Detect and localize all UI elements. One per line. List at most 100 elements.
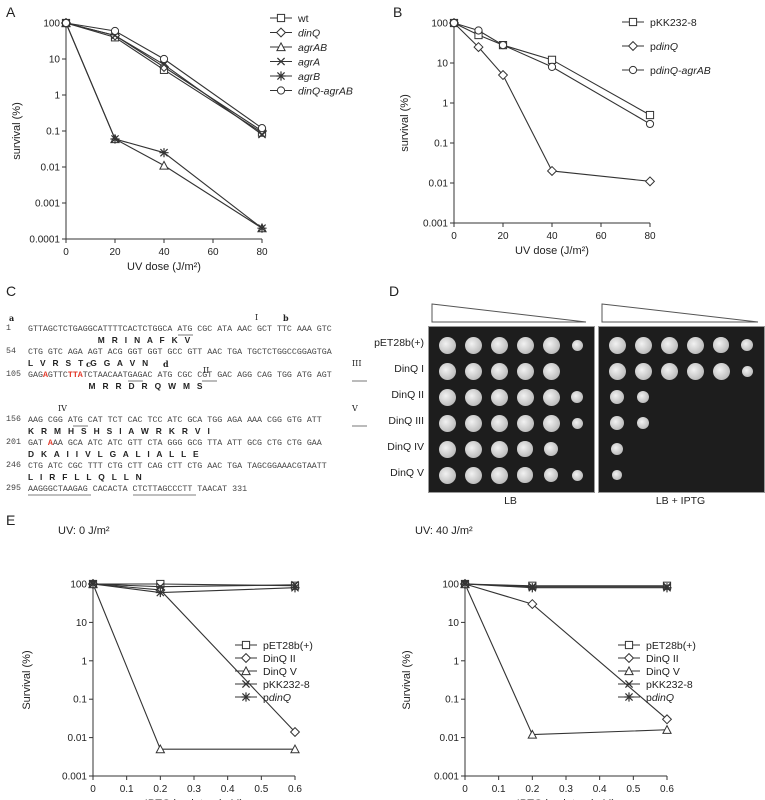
- plate-row-label: DinQ I: [394, 363, 424, 375]
- series-line: [65, 22, 263, 135]
- y-tick-label: 1: [442, 99, 448, 110]
- legend-marker: [624, 692, 634, 702]
- marker-II: II: [203, 366, 210, 375]
- x-tick-label: 0.6: [660, 784, 674, 795]
- y-tick-label: 0.1: [434, 139, 448, 150]
- colony-spot: [490, 336, 508, 354]
- y-tick-label: 0.01: [41, 163, 61, 174]
- data-point: [290, 743, 300, 754]
- series-agrB: [61, 18, 267, 233]
- series-pdinQ-agrAB: [449, 18, 655, 129]
- data-point: [498, 41, 508, 50]
- colony-spot: [686, 336, 704, 354]
- series-wt: [61, 18, 267, 137]
- colony-spot: [438, 466, 456, 484]
- data-point: [156, 582, 165, 591]
- x-tick-label: 0: [462, 784, 468, 795]
- x-axis-label: IPTG in plates (mM): [517, 798, 615, 800]
- legend-marker: [624, 640, 634, 650]
- marker-d: d: [163, 359, 169, 369]
- data-point: [159, 54, 169, 64]
- colony-spot: [438, 414, 456, 432]
- colony-spot: [542, 362, 560, 380]
- legend-marker: [241, 665, 251, 676]
- legend-label: pKK232-8: [650, 17, 697, 29]
- series-line: [65, 22, 263, 134]
- seq-line-protein: M R I N A F K V: [28, 335, 191, 345]
- seq-line-number: 156: [6, 415, 21, 424]
- legend-label: wt: [297, 13, 309, 25]
- legend-label: DinQ V: [646, 666, 680, 678]
- data-point: [257, 124, 267, 133]
- y-tick-label: 10: [49, 55, 61, 66]
- colony-spot: [490, 466, 508, 484]
- data-point: [547, 62, 557, 71]
- legend-marker: [275, 27, 287, 38]
- legend-label: dinQ: [298, 28, 320, 40]
- marker-IV: IV: [58, 404, 67, 413]
- seq-line-number: 105: [6, 370, 21, 379]
- y-tick-label: 1: [54, 91, 60, 102]
- y-axis-label: Survival (%): [21, 650, 33, 709]
- data-point: [661, 714, 673, 725]
- colony-spot: [517, 467, 533, 483]
- series-pdinQ: [448, 17, 656, 187]
- y-tick-label: 1: [453, 656, 459, 667]
- colony-spot: [490, 362, 508, 380]
- data-point: [547, 55, 557, 64]
- x-tick-label: 0.4: [593, 784, 607, 795]
- data-point: [88, 579, 98, 589]
- legend-marker: [241, 679, 251, 689]
- legend-label: pKK232-8: [646, 679, 693, 691]
- seq-line-number: 295: [6, 484, 21, 493]
- colony-spot: [571, 469, 583, 481]
- data-point: [61, 18, 71, 28]
- data-point: [460, 579, 470, 589]
- colony-spot: [686, 362, 704, 380]
- y-tick-label: 100: [442, 580, 459, 591]
- y-tick-label: 0.001: [35, 199, 60, 210]
- legend-marker: [627, 40, 639, 52]
- series-DinQ II: [459, 578, 673, 725]
- legend-label: agrAB: [298, 42, 327, 54]
- data-point: [546, 165, 558, 177]
- colony-spot: [544, 442, 558, 456]
- seq-line-number: 201: [6, 438, 21, 447]
- legend-marker: [276, 71, 286, 81]
- legend-marker: [241, 640, 251, 650]
- seq-line-protein: L I R F L L Q L L N: [28, 472, 142, 482]
- data-point: [473, 41, 484, 53]
- y-tick-label: 0.01: [440, 733, 460, 744]
- colony-spot: [610, 442, 624, 456]
- legend-label: agrB: [298, 71, 320, 83]
- x-tick-label: 80: [256, 247, 268, 258]
- sequence-underlines: [28, 334, 367, 496]
- colony-spot: [741, 365, 753, 377]
- data-point: [155, 587, 165, 598]
- x-tick-label: 80: [644, 231, 656, 242]
- x-tick-label: 0.6: [288, 784, 302, 795]
- legend-label: pdinQ-agrAB: [650, 65, 711, 77]
- legend-label: DinQ II: [646, 653, 679, 665]
- colony-spot: [464, 336, 482, 354]
- colony-spot: [490, 440, 508, 458]
- legend-marker: [276, 86, 286, 95]
- panel-label-c: C: [6, 283, 17, 299]
- x-tick-label: 0.1: [120, 784, 134, 795]
- colony-spot: [610, 390, 624, 404]
- colony-spot: [571, 339, 583, 351]
- plate-row-label: DinQ III: [388, 415, 424, 427]
- chart-title: UV: 0 J/m²: [58, 525, 110, 537]
- colony-spot: [490, 414, 508, 432]
- colony-spot: [464, 466, 482, 484]
- y-axis-label: survival (%): [11, 102, 23, 159]
- colony-spot: [438, 440, 456, 458]
- data-point: [155, 743, 166, 754]
- colony-spot: [438, 336, 456, 354]
- plate-lb-label: LB: [504, 495, 517, 507]
- seq-line-dna: CTG GTC AGA AGT ACG GGT GGT GCC GTT AAC …: [28, 348, 332, 357]
- x-tick-label: 0: [90, 784, 96, 795]
- data-point: [159, 160, 169, 170]
